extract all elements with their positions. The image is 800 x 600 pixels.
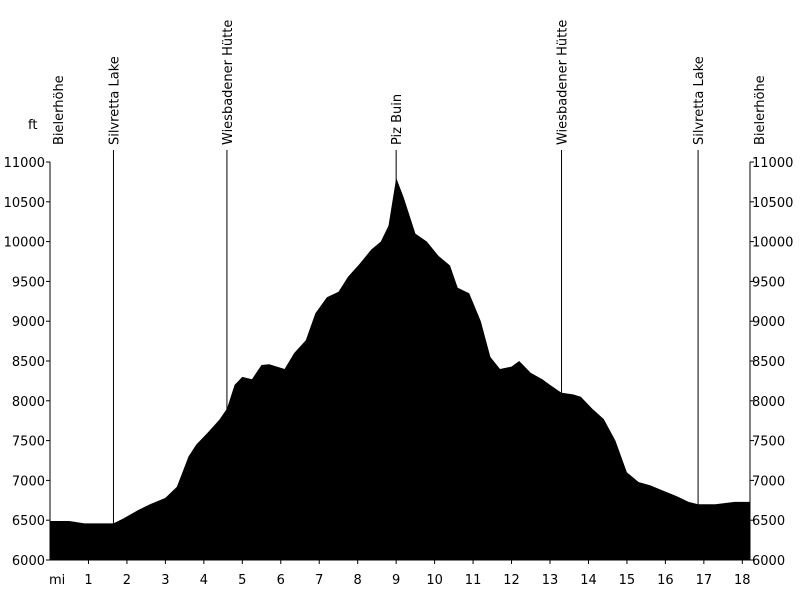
y-tick-label-left: 9500: [12, 275, 45, 290]
x-tick-label: 4: [200, 573, 208, 588]
y-tick-label-right: 6500: [752, 514, 785, 529]
x-tick-label: 8: [354, 573, 362, 588]
y-tick-label-left: 6500: [12, 514, 45, 529]
y-tick-label-right: 10000: [752, 236, 793, 251]
x-tick-label: 7: [315, 573, 323, 588]
y-tick-label-left: 10000: [4, 236, 45, 251]
y-ticks-left: 6000 6500 7000 7500 8000 8500 9000 9500 10000 105…: [4, 156, 50, 569]
x-tick-label: 5: [238, 573, 246, 588]
y-tick-label-left: 6000: [12, 554, 45, 569]
y-tick-label-left: 7500: [12, 435, 45, 450]
x-tick-label: 9: [392, 573, 400, 588]
x-tick-label: 3: [161, 573, 169, 588]
waypoint-label: Bielerhöhe: [753, 75, 768, 145]
y-tick-label-right: 7000: [752, 474, 785, 489]
y-tick-label-right: 11000: [752, 156, 793, 171]
y-tick-label-left: 9000: [12, 315, 45, 330]
waypoint-label: Silvretta Lake: [107, 56, 122, 145]
y-tick-label-left: 7000: [12, 474, 45, 489]
y-tick-label-left: 8000: [12, 395, 45, 410]
x-ticks: 1 2 3 4 5 6 7 8 9 10 11 12 13 14 15 16 17 18: [84, 560, 751, 588]
y-ticks-right: 6000 6500 7000 7500 8000 8500 9000 9500 10000 105…: [750, 156, 793, 569]
y-tick-label-right: 9500: [752, 275, 785, 290]
y-tick-label-right: 6000: [752, 554, 785, 569]
y-tick-label-right: 9000: [752, 315, 785, 330]
x-tick-label: 16: [657, 573, 674, 588]
x-tick-label: 14: [580, 573, 597, 588]
waypoint-label: Silvretta Lake: [692, 56, 707, 145]
x-tick-label: 17: [696, 573, 713, 588]
y-tick-label-right: 8000: [752, 395, 785, 410]
waypoint-label: Bielerhöhe: [52, 75, 67, 145]
y-tick-label-right: 10500: [752, 196, 793, 211]
waypoint-label: Wiesbadener Hütte: [556, 20, 571, 145]
waypoint-label: Piz Buin: [390, 94, 405, 145]
y-tick-label-right: 8500: [752, 355, 785, 370]
x-tick-label: 1: [84, 573, 92, 588]
x-tick-label: 2: [123, 573, 131, 588]
y-tick-label-right: 7500: [752, 435, 785, 450]
x-tick-label: 6: [277, 573, 285, 588]
x-unit-label: mi: [49, 573, 65, 588]
waypoint-label: Wiesbadener Hütte: [221, 20, 236, 145]
x-tick-label: 10: [426, 573, 443, 588]
x-tick-label: 12: [503, 573, 520, 588]
y-tick-label-left: 11000: [4, 156, 45, 171]
x-tick-label: 13: [542, 573, 559, 588]
y-tick-label-left: 10500: [4, 196, 45, 211]
y-tick-label-left: 8500: [12, 355, 45, 370]
x-tick-label: 11: [465, 573, 482, 588]
x-tick-label: 18: [734, 573, 751, 588]
elevation-profile-area: [50, 177, 750, 560]
y-unit-label: ft: [28, 118, 37, 133]
x-tick-label: 15: [619, 573, 636, 588]
